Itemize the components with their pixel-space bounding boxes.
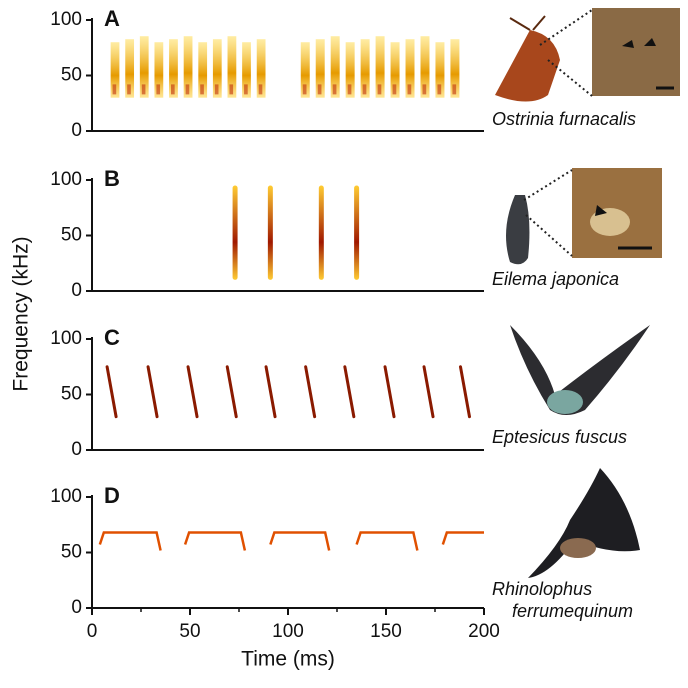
fm-call	[383, 365, 396, 419]
panel-label: D	[104, 483, 120, 508]
pulse-core	[437, 84, 442, 95]
pulse	[256, 39, 266, 98]
x-tick-label: 100	[272, 621, 304, 642]
pulse-core	[362, 84, 367, 95]
fm-call	[146, 365, 159, 419]
pulse	[198, 42, 208, 98]
pulse-core	[112, 84, 117, 95]
pulse-core	[141, 84, 146, 95]
click-call	[354, 185, 360, 280]
y-tick-label: 0	[71, 280, 82, 301]
pulse-core	[407, 84, 412, 95]
pulse	[360, 39, 370, 98]
click-call	[267, 185, 273, 280]
fm-call	[343, 365, 356, 419]
pulse-core	[200, 84, 204, 95]
species-name: Ostrinia furnacalis	[492, 109, 636, 129]
panel-label: B	[104, 166, 120, 191]
pulse	[420, 36, 430, 98]
cf-call	[441, 531, 484, 545]
pulse	[212, 39, 222, 98]
pulse-core	[171, 84, 175, 95]
y-tick-label: 50	[61, 65, 82, 86]
pulse-core	[127, 84, 131, 95]
panel-label: C	[104, 325, 120, 350]
cf-call	[98, 531, 162, 551]
species-name: Eptesicus fuscus	[492, 427, 627, 447]
pulse-core	[244, 84, 248, 95]
fm-call	[264, 365, 277, 419]
pulse-core	[317, 84, 322, 95]
cf-call	[269, 531, 331, 551]
y-tick-label: 0	[71, 597, 82, 618]
fm-call	[186, 365, 199, 419]
pulse-core	[347, 84, 352, 95]
pulse	[450, 39, 460, 98]
cf-call	[183, 531, 247, 551]
pulse	[227, 36, 237, 98]
pulse-core	[185, 84, 190, 95]
pulse-core	[392, 84, 397, 95]
pulse-core	[258, 84, 263, 95]
panel-label: A	[104, 6, 120, 31]
bat-photo-d	[528, 468, 640, 578]
pulse	[375, 36, 385, 98]
moth-photo-b	[506, 168, 662, 265]
pulse	[169, 39, 178, 98]
fm-call	[458, 365, 471, 419]
pulse	[125, 39, 135, 98]
pulse	[330, 36, 340, 98]
y-tick-label: 100	[50, 486, 82, 507]
pulse	[300, 42, 310, 98]
click-call	[232, 185, 238, 280]
call-burst	[110, 36, 266, 98]
x-tick-label: 200	[468, 621, 500, 642]
species-name: Rhinolophus	[492, 579, 592, 599]
x-tick-label: 150	[370, 621, 402, 642]
bat-photo-c	[510, 325, 650, 415]
fm-call	[304, 365, 317, 419]
fm-call	[105, 365, 118, 419]
cf-call	[355, 531, 419, 551]
x-axis-label: Time (ms)	[241, 648, 335, 671]
species-name: ferrumequinum	[512, 601, 633, 621]
fm-call	[225, 365, 238, 419]
pulse	[183, 36, 193, 98]
y-tick-label: 50	[61, 384, 82, 405]
y-tick-label: 100	[50, 169, 82, 190]
call-burst	[300, 36, 460, 98]
pulse-core	[452, 84, 457, 95]
pulse-core	[156, 84, 161, 95]
pulse-core	[422, 84, 427, 95]
pulse-core	[214, 84, 219, 95]
x-tick-label: 0	[87, 621, 98, 642]
y-tick-label: 100	[50, 9, 82, 30]
pulse-core	[302, 84, 307, 95]
pulse-core	[229, 84, 234, 95]
pulse	[390, 42, 400, 98]
moth-photo-a	[495, 8, 680, 102]
x-tick-label: 50	[179, 621, 200, 642]
species-name: Eilema japonica	[492, 269, 619, 289]
y-tick-label: 0	[71, 439, 82, 460]
pulse	[435, 42, 445, 98]
pulse	[154, 42, 164, 98]
pulse	[315, 39, 325, 98]
pulse-core	[332, 84, 337, 95]
y-tick-label: 50	[61, 542, 82, 563]
y-tick-label: 50	[61, 225, 82, 246]
pulse	[110, 42, 120, 98]
pulse	[405, 39, 415, 98]
fm-call	[422, 365, 435, 419]
pulse	[345, 42, 355, 98]
pulse	[139, 36, 149, 98]
click-call	[318, 185, 324, 280]
pulse-core	[377, 84, 382, 95]
y-tick-label: 100	[50, 328, 82, 349]
pulse	[242, 42, 251, 98]
y-tick-label: 0	[71, 120, 82, 141]
y-axis-label: Frequency (kHz)	[10, 236, 33, 391]
